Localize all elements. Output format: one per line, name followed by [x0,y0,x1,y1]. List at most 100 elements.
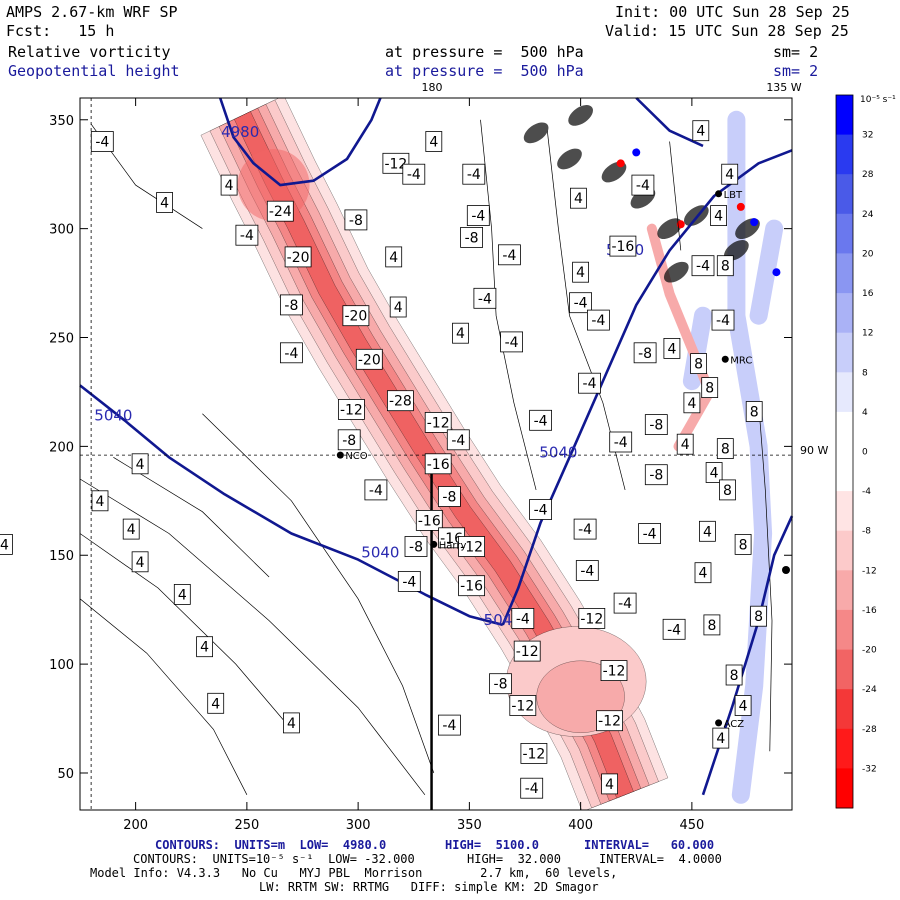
contour-label-95: 8 [703,614,721,636]
lon-90w-label: 90 W [800,444,828,457]
contour-label-box [609,235,637,257]
contour-label-text: 8 [707,618,716,634]
contour-label-55: -4 [662,618,686,640]
contour-label-text: -12 [340,402,363,418]
contour-label-box [131,453,149,475]
station-label-1: Harry [439,540,467,551]
contour-label-47: -4 [609,431,633,453]
contour-label-box [725,664,743,686]
contour-label-28: -12 [509,695,537,716]
contour-label-64: 4 [131,551,149,573]
contour-label-box [156,192,174,213]
x-tick-label-5: 450 [679,818,704,833]
field1-level: at pressure = 500 hPa [385,43,584,61]
contour-label-4: -8 [344,209,368,231]
contour-label-11: -28 [386,390,414,412]
contour-label-box [676,433,694,455]
contour-label-box [386,390,414,412]
contour-label-text: -4 [578,522,592,538]
contour-label-20: -12 [458,536,486,557]
colorbar-label-9: -4 [862,487,871,497]
contour-label-text: -4 [643,527,657,543]
contour-label-text: 4 [394,300,403,316]
contour-label-text: 8 [754,609,763,625]
contour-label-54: -4 [613,592,637,614]
contour-label-text: -16 [418,513,441,529]
y-tick-label-4: 250 [49,332,74,347]
contour-label-76: 4 [676,433,694,455]
contour-label-26: -8 [489,673,512,695]
vorticity-contour-9 [758,402,773,752]
colorbar-swatch-16 [836,728,853,769]
model-title: AMPS 2.67-km WRF SP [6,3,178,21]
contour-label-box [424,411,452,433]
contour-label-box [529,499,552,520]
contour-label-text: -8 [649,468,663,484]
field2-smoothing: sm= 2 [773,62,819,80]
contour-label-text: -4 [471,209,485,225]
contour-label-box [703,614,721,636]
height-label-3: 5040 [539,443,577,461]
contour-label-text: 4 [681,437,690,453]
contour-label-75: 4 [683,392,701,414]
height-contour-2 [218,97,382,187]
contour-label-box [712,727,730,749]
colorbar-swatch-7 [836,372,853,413]
contour-label-29: -12 [596,710,623,732]
contour-label-14: -16 [424,453,452,475]
convective-cluster-8 [523,122,549,144]
contour-label-box [613,592,637,614]
contour-label-text: -16 [611,239,634,255]
contour-label-38: -4 [473,287,497,309]
contour-label-box [90,131,114,152]
init-time: Init: 00 UTC Sun 28 Sep 25 [615,3,850,21]
contour-label-27: -12 [600,660,628,681]
contour-label-box [520,777,544,799]
contour-label-52: -4 [638,523,661,544]
vorticity-contour-8 [669,141,682,251]
contour-label-68: 4 [131,453,149,475]
valid-time: Valid: 15 UTC Sun 28 Sep 25 [605,22,849,40]
contour-label-82: 4 [692,120,710,142]
contour-label-box [462,163,486,185]
contour-label-35: -4 [466,205,490,227]
contour-label-text: -4 [534,413,548,429]
colorbar-label-16: -32 [862,764,877,774]
contour-label-box [437,714,461,736]
colorbar-swatch-0 [836,95,853,136]
x-tick-label-1: 250 [234,818,259,833]
contour-label-box [710,205,727,227]
contour-label-46: -4 [446,429,470,451]
convective-red-1 [676,220,685,229]
colorbar-swatch-8 [836,411,853,452]
contour-label-text: -16 [440,531,463,547]
contour-label-text: -8 [638,346,652,362]
contour-label-box [572,261,589,283]
convective-cluster-3 [657,218,682,240]
contour-label-12: -12 [424,411,452,433]
field1-name: Relative vorticity [8,43,171,61]
colorbar-swatch-17 [836,768,853,809]
contour-label-box [279,342,303,364]
contour-label-box [699,520,716,542]
contour-label-text: -4 [451,433,465,449]
colorbar-swatch-15 [836,689,853,730]
colorbar-label-4: 16 [862,289,874,299]
contour-label-text: 8 [750,405,759,421]
contour-label-box [509,695,537,716]
height-label-1: 5040 [361,543,399,561]
contour-label-box [745,401,763,422]
contour-label-text: 4 [699,566,708,582]
contour-label-text: -20 [344,309,367,325]
contour-label-box [460,226,484,248]
field2-name: Geopotential height [8,62,180,80]
contour-label-box [734,695,752,716]
colorbar-label-14: -24 [862,685,877,695]
station-label-4: LBT [724,190,743,201]
contour-label-text: 4 [136,555,145,571]
colorbar-label-13: -20 [862,646,877,656]
contour-label-text: 4 [287,716,296,732]
contour-label-87: 4 [572,261,589,283]
contour-label-39: -4 [500,331,524,353]
contour-label-box [282,712,300,734]
